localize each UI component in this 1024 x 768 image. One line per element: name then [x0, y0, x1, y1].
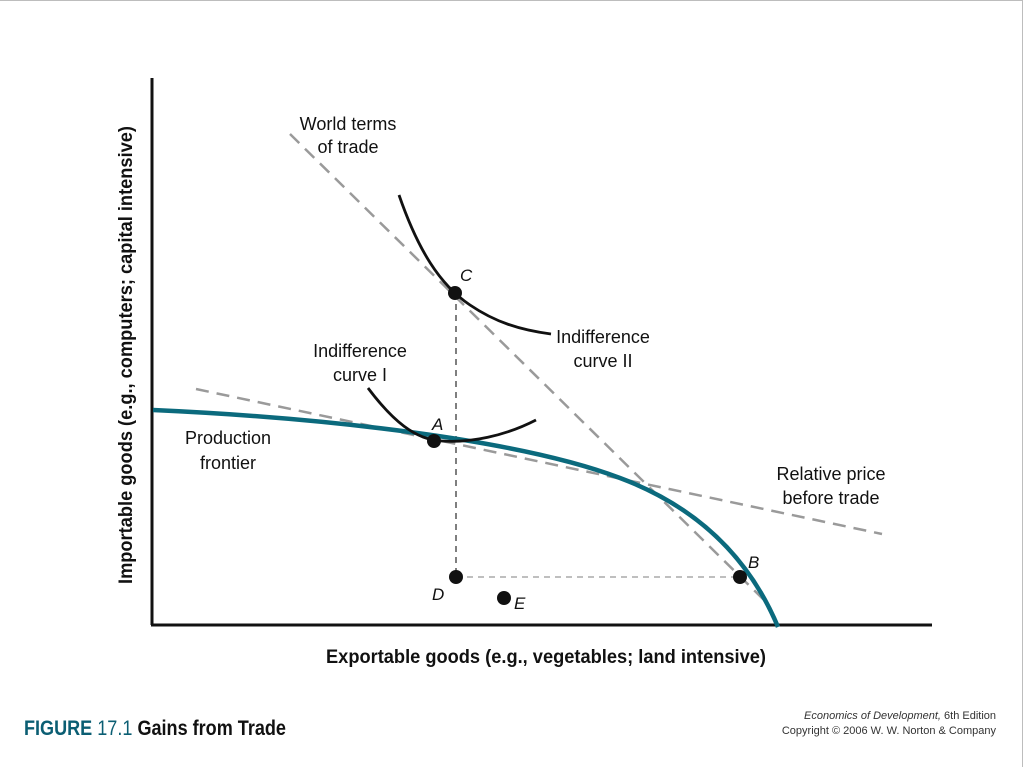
- book-title: Economics of Development,: [804, 710, 941, 722]
- point-c-label: C: [460, 266, 473, 285]
- relative-price-line: [195, 387, 883, 536]
- book-edition: 6th Edition: [944, 710, 996, 722]
- figure-title: Gains from Trade: [137, 717, 286, 740]
- figure-number: 17.1: [97, 717, 133, 740]
- point-d-label: D: [432, 585, 444, 604]
- gains-from-trade-diagram: C A B D E World terms of trade Indiffere…: [116, 78, 932, 668]
- relative-price-label-1: Relative price: [776, 464, 885, 484]
- indifference-2-label-1: Indifference: [556, 327, 650, 347]
- indifference-1-label-1: Indifference: [313, 341, 407, 361]
- point-e: [497, 591, 511, 605]
- point-c: [448, 286, 462, 300]
- production-frontier-label-1: Production: [185, 428, 271, 448]
- production-frontier-curve: [152, 407, 781, 628]
- point-b-label: B: [748, 553, 759, 572]
- copyright-line: Copyright © 2006 W. W. Norton & Company: [781, 725, 996, 737]
- point-d: [449, 570, 463, 584]
- indifference-curve-2: [397, 194, 552, 336]
- copyright-credit: Economics of Development, 6th Edition Co…: [782, 709, 996, 739]
- world-terms-of-trade-line: [289, 133, 765, 601]
- x-axis-title: Exportable goods (e.g., vegetables; land…: [326, 647, 766, 668]
- indifference-1-label-2: curve I: [333, 365, 387, 385]
- point-e-label: E: [514, 594, 526, 613]
- figure-label: FIGURE: [24, 717, 93, 740]
- world-terms-label-2: of trade: [317, 137, 378, 157]
- point-a: [427, 434, 441, 448]
- indifference-curve-1: [366, 387, 537, 443]
- relative-price-label-2: before trade: [782, 488, 879, 508]
- production-frontier-label-2: frontier: [200, 453, 256, 473]
- world-terms-label-1: World terms: [300, 114, 397, 134]
- y-axis-title: Importable goods (e.g., computers; capit…: [116, 126, 137, 584]
- point-b: [733, 570, 747, 584]
- figure-caption: FIGURE 17.1 Gains from Trade: [24, 717, 286, 741]
- point-a-label: A: [431, 415, 443, 434]
- indifference-2-label-2: curve II: [573, 351, 632, 371]
